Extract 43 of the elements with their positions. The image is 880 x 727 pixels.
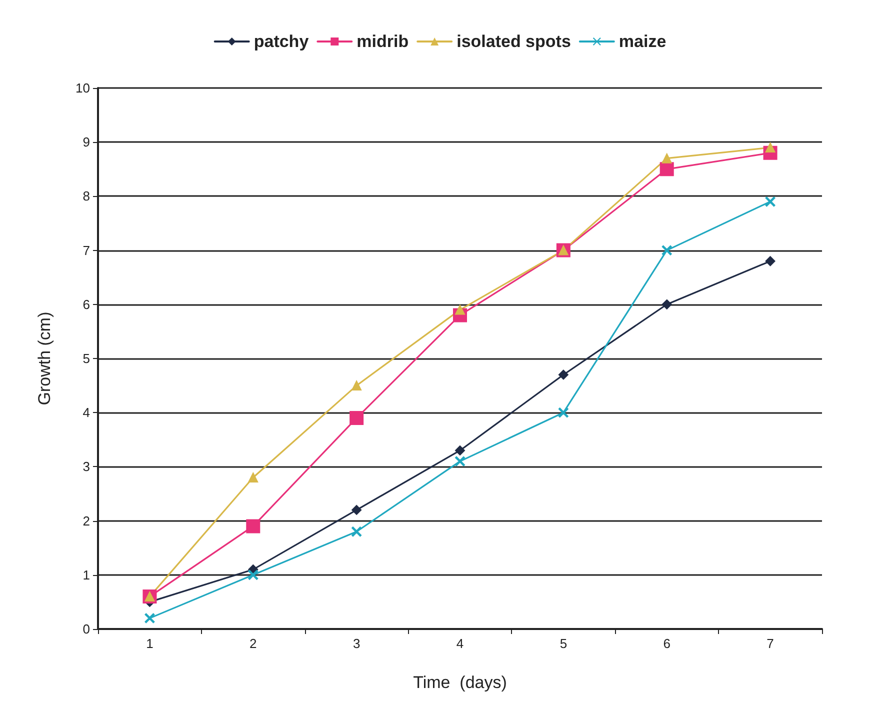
legend-label: isolated spots: [456, 32, 571, 51]
y-tick-label: 1: [82, 567, 90, 582]
point: [660, 162, 674, 176]
y-tick-label: 6: [82, 296, 90, 312]
point: [765, 196, 776, 207]
x-tick-label: 6: [663, 636, 670, 651]
x-tick-label: 4: [456, 636, 464, 651]
point: [144, 613, 155, 624]
y-tick-label: 4: [82, 405, 90, 420]
legend-label: midrib: [356, 32, 409, 51]
y-tick-label: 2: [82, 513, 90, 528]
point: [246, 519, 260, 534]
point: [662, 153, 672, 164]
point: [350, 411, 364, 426]
point: [558, 370, 568, 380]
point: [455, 304, 465, 315]
point: [352, 504, 362, 515]
point: [455, 456, 465, 466]
y-tick-label: 10: [76, 80, 90, 96]
x-tick-label: 3: [352, 636, 360, 651]
point: [765, 256, 776, 266]
point: [352, 380, 362, 391]
point: [455, 445, 465, 456]
y-tick-label: 7: [82, 242, 90, 258]
y-tick-label: 8: [82, 188, 90, 204]
point: [248, 570, 258, 580]
x-tick-label: 1: [146, 636, 154, 651]
point: [558, 408, 568, 418]
y-tick-label: 5: [82, 351, 90, 366]
point: [248, 472, 258, 483]
x-tick-label: 7: [766, 636, 774, 651]
y-tick-label: 9: [82, 134, 90, 150]
x-axis-title: Time (days): [413, 673, 507, 692]
legend-label: patchy: [254, 32, 310, 51]
legend-label: maize: [618, 32, 666, 51]
point: [352, 526, 362, 537]
x-tick-label: 2: [250, 636, 257, 651]
y-axis-title: Growth (cm): [35, 312, 54, 406]
point: [662, 245, 672, 256]
y-tick-label: 3: [82, 459, 90, 474]
y-tick-label: 0: [82, 622, 90, 636]
x-tick-label: 5: [560, 636, 568, 651]
point: [662, 299, 672, 310]
